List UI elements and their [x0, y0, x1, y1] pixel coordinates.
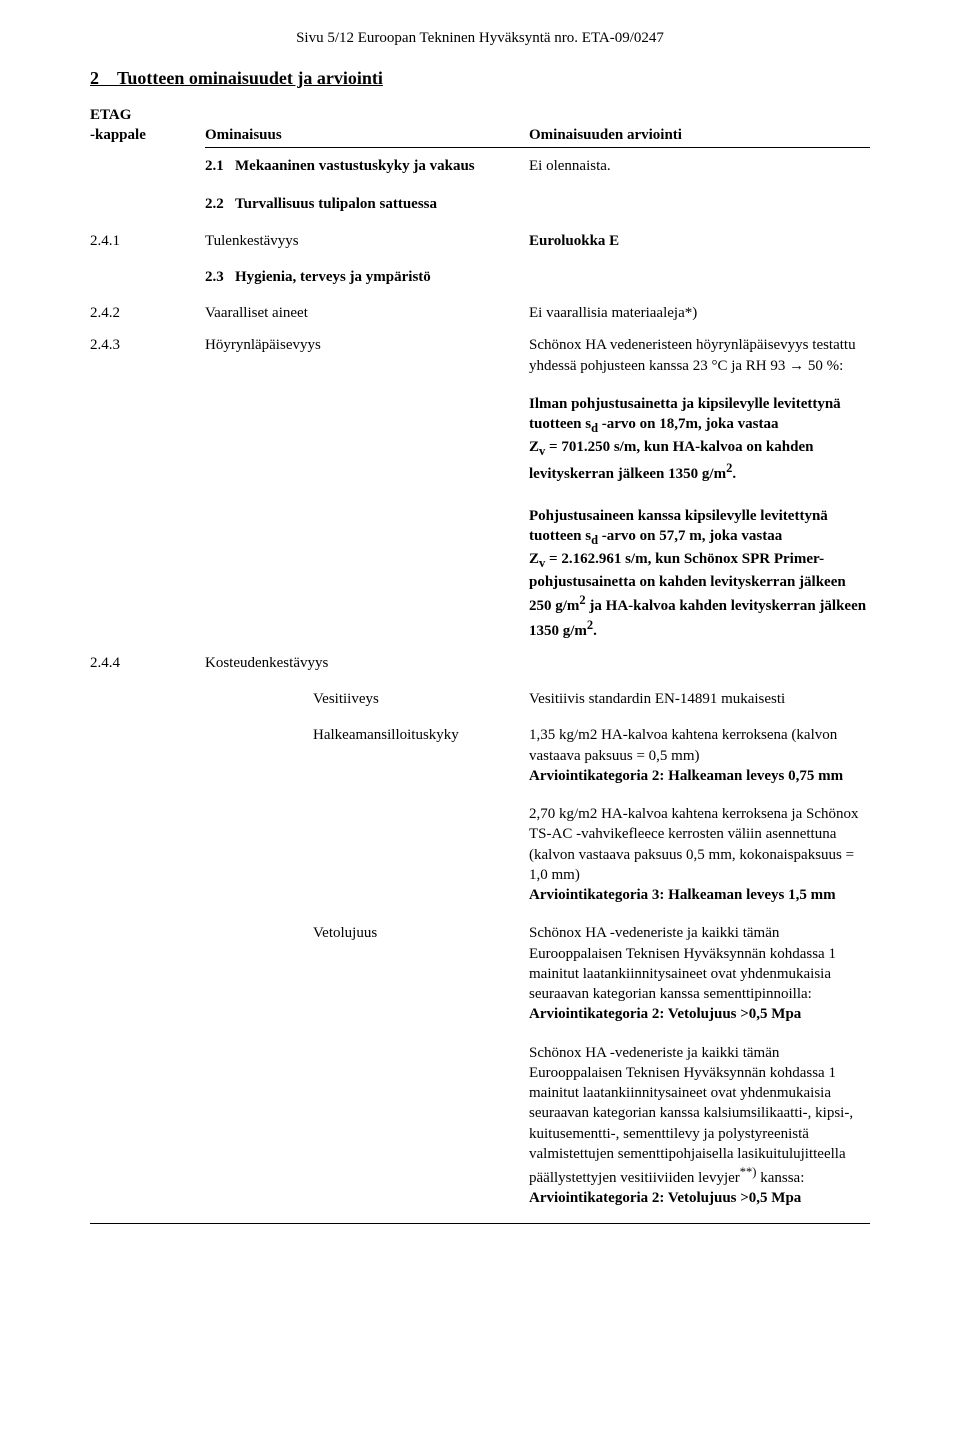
row-2-2: 2.2 Turvallisuus tulipalon sattuessa [90, 194, 870, 214]
page-header: Sivu 5/12 Euroopan Tekninen Hyväksyntä n… [90, 28, 870, 48]
row-2-4-1: 2.4.1 Tulenkestävyys Euroluokka E [90, 231, 870, 251]
row-right: Schönox HA vedeneristeen höyrynläpäisevy… [525, 335, 870, 376]
row-right: Euroluokka E [525, 231, 870, 251]
spacer [90, 911, 870, 923]
row-num: 2.4.2 [90, 303, 205, 323]
table-header-mid: Ominaisuus [205, 125, 525, 145]
row-2-4-3: 2.4.3 Höyrynläpäisevyys Schönox HA veden… [90, 335, 870, 376]
row-label: Vetolujuus [313, 925, 377, 941]
section-title-text: Tuotteen ominaisuudet ja arviointi [117, 68, 383, 88]
row-halkeamansilloituskyky: Halkeamansilloituskyky 1,35 kg/m2 HA-kal… [90, 725, 870, 786]
row-right: Ei vaarallisia materiaaleja*) [525, 303, 870, 323]
row-2-1: 2.1 Mekaaninen vastustuskyky ja vakaus E… [90, 156, 870, 176]
section-title: 2 Tuotteen ominaisuudet ja arviointi [90, 66, 870, 90]
row-2-4-4: 2.4.4 Kosteudenkestävyys [90, 653, 870, 673]
row-label: Halkeamansilloituskyky [313, 727, 459, 743]
row-number-text: 2.3 [205, 269, 224, 285]
halk-text-1: 1,35 kg/m2 HA-kalvoa kahtena kerroksena … [529, 727, 837, 763]
row-right: Vesitiivis standardin EN-14891 mukaisest… [525, 689, 870, 709]
veto-text-2: Schönox HA -vedeneriste ja kaikki tämän … [529, 1045, 853, 1187]
spacer [90, 792, 870, 804]
row-right: Schönox HA -vedeneriste ja kaikki tämän … [525, 923, 870, 1024]
row-vetolujuus: Vetolujuus Schönox HA -vedeneriste ja ka… [90, 923, 870, 1024]
row-mid: Kosteudenkestävyys [205, 653, 525, 673]
veto-text-2c: kanssa: [756, 1170, 804, 1186]
row-label: Hygienia, terveys ja ympäristö [235, 269, 431, 285]
halk-bold-1: Arviointikategoria 2: Halkeaman leveys 0… [529, 768, 843, 784]
veto-bold-1: Arviointikategoria 2: Vetolujuus >0,5 Mp… [529, 1006, 801, 1022]
bottom-rule [90, 1223, 870, 1224]
row-mid: 2.2 Turvallisuus tulipalon sattuessa [205, 194, 525, 214]
veto-sup: **) [740, 1165, 757, 1179]
row-mid: 2.3 Hygienia, terveys ja ympäristö [205, 267, 525, 287]
row-num: 2.4.1 [90, 231, 205, 251]
row-mid: 2.1 Mekaaninen vastustuskyky ja vakaus [205, 156, 525, 176]
p2-zv-a: Z [529, 551, 539, 567]
spacer [90, 1031, 870, 1043]
section-number: 2 [90, 68, 99, 88]
table-header-left: ETAG -kappale [90, 105, 205, 146]
row-mid: Höyrynläpäisevyys [205, 335, 525, 355]
spacer [90, 715, 870, 725]
row-num: 2.4.4 [90, 653, 205, 673]
spacer [90, 293, 870, 303]
spacer [90, 257, 870, 267]
p1-part2: -arvo on 18,7m, joka vastaa [598, 416, 778, 432]
row-mid: Vetolujuus [205, 923, 525, 943]
row-right: 1,35 kg/m2 HA-kalvoa kahtena kerroksena … [525, 725, 870, 786]
p1-zv-c: . [732, 466, 736, 482]
table-header-underline [205, 147, 870, 148]
halk-text-2: 2,70 kg/m2 HA-kalvoa kahtena kerroksena … [529, 806, 859, 883]
spacer [90, 382, 870, 394]
spacer [90, 496, 870, 506]
row-halkeamansilloituskyky-2: 2,70 kg/m2 HA-kalvoa kahtena kerroksena … [90, 804, 870, 905]
veto-text-1: Schönox HA -vedeneriste ja kaikki tämän … [529, 925, 836, 1002]
row-vetolujuus-2: Schönox HA -vedeneriste ja kaikki tämän … [90, 1043, 870, 1209]
row-number-text: 2.2 [205, 196, 224, 212]
row-num: 2.4.3 [90, 335, 205, 355]
spacer [90, 679, 870, 689]
table-header-right: Ominaisuuden arviointi [525, 125, 870, 145]
spacer [90, 221, 870, 231]
row-right: Ei olennaista. [525, 156, 870, 176]
row-2-3: 2.3 Hygienia, terveys ja ympäristö [90, 267, 870, 287]
row-vesitiiveys: Vesitiiveys Vesitiivis standardin EN-148… [90, 689, 870, 709]
row-right: Schönox HA -vedeneriste ja kaikki tämän … [525, 1043, 870, 1209]
spacer [90, 182, 870, 194]
paragraph-with-primer: Pohjustusaineen kanssa kipsilevylle levi… [529, 506, 870, 641]
row-2-4-2: 2.4.2 Vaaralliset aineet Ei vaarallisia … [90, 303, 870, 323]
p1-zv-a: Z [529, 439, 539, 455]
row-right-text: Ei vaarallisia materiaaleja*) [529, 305, 697, 321]
row-mid: Vesitiiveys [205, 689, 525, 709]
row-label: Turvallisuus tulipalon sattuessa [235, 196, 437, 212]
row-mid: Tulenkestävyys [205, 231, 525, 251]
row-mid: Halkeamansilloituskyky [205, 725, 525, 745]
row-label: Vesitiiveys [313, 691, 379, 707]
row-right: 2,70 kg/m2 HA-kalvoa kahtena kerroksena … [525, 804, 870, 905]
p2-zv-d: . [593, 623, 597, 639]
paragraph-without-primer: Ilman pohjustusainetta ja kipsilevylle l… [529, 394, 870, 484]
table-header-row: ETAG -kappale Ominaisuus Ominaisuuden ar… [90, 105, 870, 146]
row-mid: Vaaralliset aineet [205, 303, 525, 323]
p2-sub1: d [591, 533, 598, 547]
p1-zv-b: = 701.250 s/m, kun HA-kalvoa on kahden l… [529, 439, 813, 482]
document-page: Sivu 5/12 Euroopan Tekninen Hyväksyntä n… [0, 0, 960, 1452]
p1-sub1: d [591, 421, 598, 435]
row-label: Mekaaninen vastustuskyky ja vakaus [235, 158, 475, 174]
veto-bold-2: Arviointikategoria 2: Vetolujuus >0,5 Mp… [529, 1190, 801, 1206]
row-number-text: 2.1 [205, 158, 224, 174]
p2-part2: -arvo on 57,7 m, joka vastaa [598, 528, 782, 544]
halk-bold-2: Arviointikategoria 3: Halkeaman leveys 1… [529, 887, 836, 903]
